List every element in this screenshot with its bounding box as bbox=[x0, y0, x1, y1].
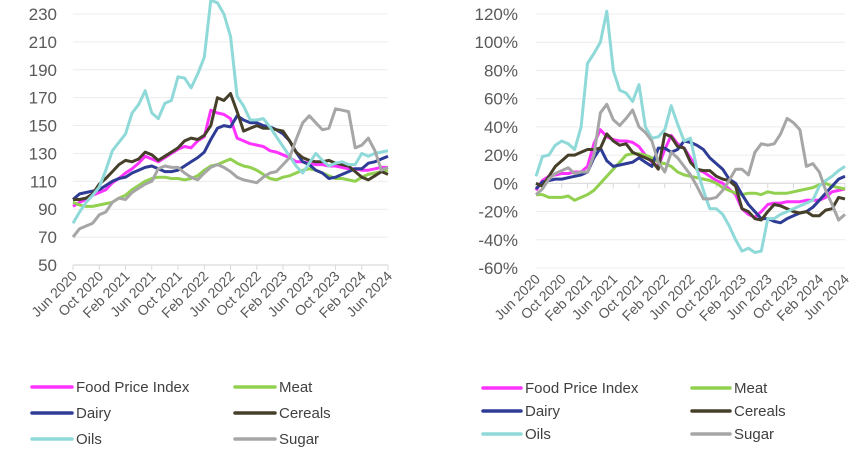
legend-label: Sugar bbox=[734, 426, 774, 443]
y-tick-label: -40% bbox=[478, 231, 518, 250]
legend-label: Meat bbox=[734, 380, 768, 397]
y-tick-label: 60% bbox=[484, 90, 518, 109]
y-tick-label: 100% bbox=[475, 33, 518, 52]
legend: Food Price Index Meat Dairy Cereals Oils Suga… bbox=[481, 380, 786, 443]
y-tick-label: 190 bbox=[29, 61, 57, 80]
y-tick-label: -60% bbox=[478, 259, 518, 278]
series-line-oils bbox=[534, 9, 846, 254]
legend-label: Sugar bbox=[279, 431, 319, 448]
y-tick-label: 210 bbox=[29, 33, 57, 52]
y-tick-label: 150 bbox=[29, 117, 57, 136]
chart-2: -60%-40%-20%0%20%40%60%80%100%120%Jun 20… bbox=[475, 5, 853, 443]
y-tick-label: 20% bbox=[484, 146, 518, 165]
legend-label: Cereals bbox=[279, 405, 331, 422]
legend-label: Food Price Index bbox=[525, 380, 639, 397]
legend-label: Oils bbox=[525, 426, 551, 443]
y-tick-label: 170 bbox=[29, 89, 57, 108]
y-tick-label: 130 bbox=[29, 144, 57, 163]
legend-label: Food Price Index bbox=[76, 379, 190, 396]
y-tick-label: 70 bbox=[38, 228, 57, 247]
legend-label: Dairy bbox=[525, 403, 561, 420]
series-line-sugar bbox=[535, 102, 846, 222]
series-line-food-price-index bbox=[72, 108, 388, 208]
y-tick-label: 80% bbox=[484, 61, 518, 80]
y-tick-label: 90 bbox=[38, 200, 57, 219]
y-tick-label: 50 bbox=[38, 256, 57, 275]
legend-label: Oils bbox=[76, 431, 102, 448]
y-tick-label: 0% bbox=[493, 174, 518, 193]
series-line-oils bbox=[71, 0, 389, 224]
y-tick-label: 230 bbox=[29, 5, 57, 24]
y-tick-label: 40% bbox=[484, 118, 518, 137]
y-tick-label: -20% bbox=[478, 203, 518, 222]
legend-label: Cereals bbox=[734, 403, 786, 420]
y-tick-label: 110 bbox=[30, 172, 57, 191]
series-line-food-price-index bbox=[534, 128, 846, 219]
series-line-sugar bbox=[71, 107, 389, 239]
series-line-cereals bbox=[535, 132, 846, 222]
series-line-dairy bbox=[72, 114, 389, 201]
legend-label: Meat bbox=[279, 379, 313, 396]
y-tick-label: 120% bbox=[475, 5, 518, 24]
legend: Food Price Index Meat Dairy Cereals Oils Suga… bbox=[30, 379, 331, 448]
legend-label: Dairy bbox=[76, 405, 112, 422]
